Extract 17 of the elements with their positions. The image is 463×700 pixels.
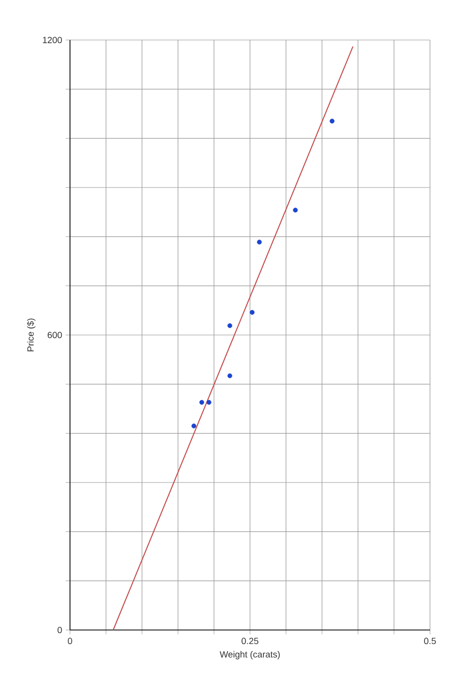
point (206, 400, 212, 405)
point (191, 424, 196, 428)
x-tick-label: 0.25 (242, 638, 258, 644)
y-tick-label: 600 (48, 332, 62, 338)
y-tick-label: 1200 (42, 36, 62, 44)
x-tick-label: 0.5 (424, 638, 436, 644)
point (227, 373, 232, 378)
y-tick-label: 0 (58, 626, 62, 634)
point (250, 310, 255, 315)
y-axis-title: Price ($) (26, 318, 36, 352)
point (256, 240, 262, 244)
point (227, 323, 232, 328)
point (330, 118, 334, 124)
point (292, 208, 298, 213)
x-axis-title: Weight (carats) (220, 650, 280, 660)
x-tick-label: 0 (68, 638, 72, 644)
point (199, 400, 204, 405)
